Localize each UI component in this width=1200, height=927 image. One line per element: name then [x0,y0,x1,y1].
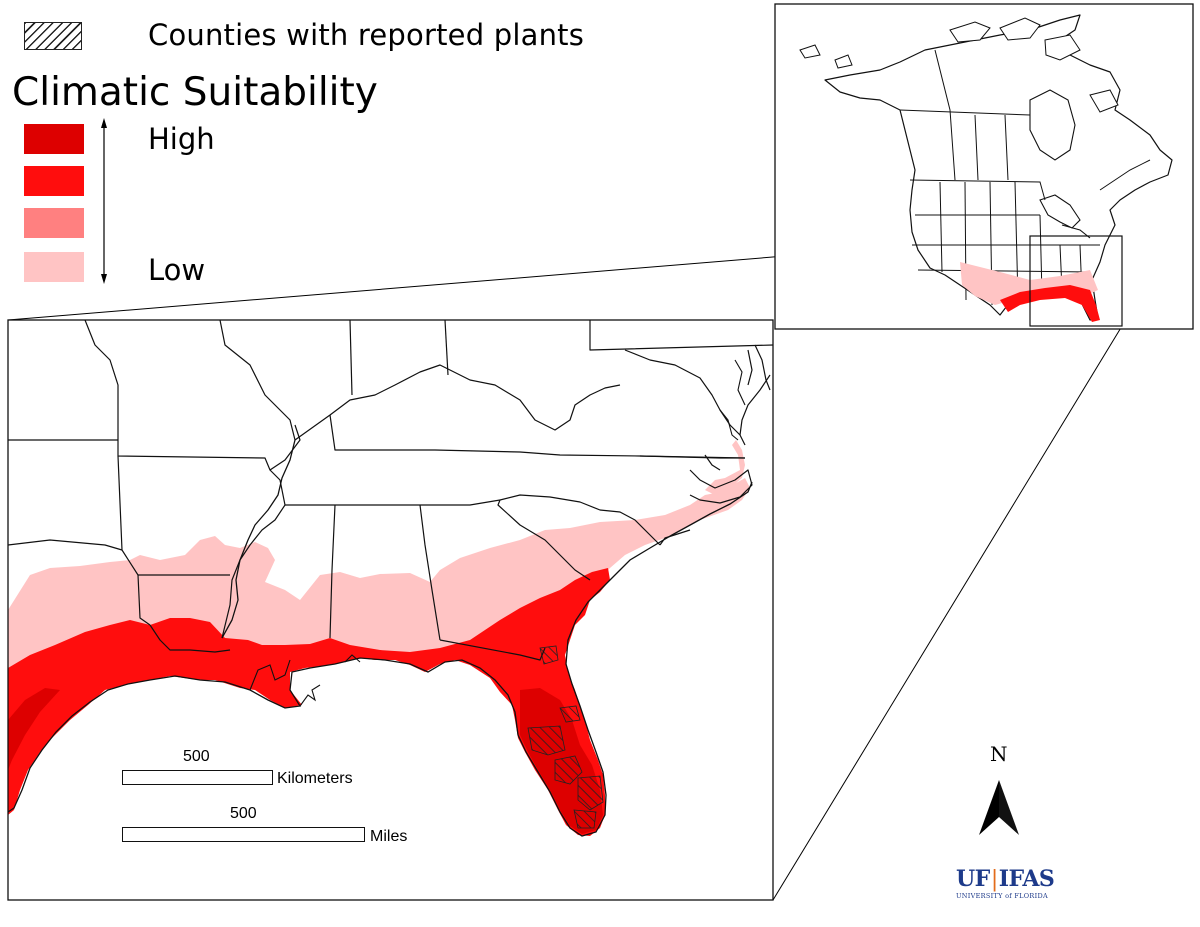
inset-map [775,4,1193,329]
hudson-bay [1029,89,1076,161]
logo-text-right: IFAS [998,866,1055,892]
main-map [8,320,773,900]
scale-mi-unit: Miles [370,828,408,845]
north-arrow [979,780,1019,835]
scale-km-unit: Kilometers [277,770,353,787]
hatch-legend-label: Counties with reported plants [148,18,585,52]
north-america-outline [824,14,1173,321]
legend-title: Climatic Suitability [12,70,378,115]
reported-counties-hatch [527,645,604,829]
highest-suitability-zone [8,688,603,834]
low-suitability-zone [8,440,750,670]
state-boundaries [8,320,773,661]
legend-arrow [101,118,107,284]
chesapeake-bay [719,359,746,441]
north-label: N [990,742,1008,766]
uf-ifas-logo: UF|IFAS UNIVERSITY of FLORIDA [956,866,1055,900]
inset-low-zone [960,262,1098,305]
delta-coast [249,654,361,707]
scale-bar-mi [122,827,365,842]
gulf-coastline [8,481,753,837]
inset-map-frame [774,3,1194,330]
legend-swatch-high [24,124,84,154]
high-suitability-zone [8,568,610,836]
scale-km-value: 500 [183,748,210,765]
inset-high-zone [1000,285,1100,322]
logo-text-left: UF [956,866,990,892]
logo-separator: | [990,867,998,892]
arctic-islands [799,17,1119,113]
legend-swatch-medium-high [24,166,84,196]
main-map-frame [7,319,774,901]
legend-high-label: High [148,122,215,156]
scale-bar-km [122,770,273,785]
legend-low-label: Low [148,253,206,287]
legend-swatch-medium-low [24,208,84,238]
inset-extent-box [1029,235,1123,327]
legend-swatch-low [24,252,84,282]
logo-subtitle: UNIVERSITY of FLORIDA [956,892,1048,900]
scale-mi-value: 500 [230,805,257,822]
great-lakes [1039,194,1091,239]
hatch-legend-swatch [24,22,82,50]
